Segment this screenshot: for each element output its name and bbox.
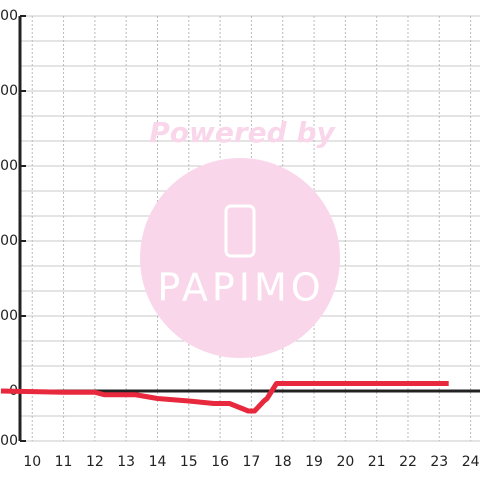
x-tick-label: 14 <box>149 454 167 470</box>
x-tick-label: 21 <box>368 454 386 470</box>
x-tick-label: 10 <box>23 454 41 470</box>
watermark-text: Powered by <box>149 116 336 149</box>
watermark-brand: PAPIMO <box>157 266 324 310</box>
y-tick-label: 120,000 <box>0 83 18 99</box>
x-tick-label: 13 <box>117 454 135 470</box>
y-tick-label: 60,000 <box>0 233 18 249</box>
x-tick-label: 19 <box>305 454 323 470</box>
watermark-circle <box>140 158 340 358</box>
x-tick-label: 23 <box>430 454 448 470</box>
x-tick-label: 16 <box>211 454 229 470</box>
y-tick-label: 30,000 <box>0 308 18 324</box>
line <box>0 381 449 414</box>
x-tick-label: 24 <box>462 454 480 470</box>
y-tick-label: -20,000 <box>0 433 18 449</box>
x-tick-label: 18 <box>274 454 292 470</box>
x-tick-label: 17 <box>243 454 261 470</box>
y-tick-label: 90,000 <box>0 158 18 174</box>
x-tick-label: 15 <box>180 454 198 470</box>
x-tick-label: 11 <box>55 454 73 470</box>
x-tick-label: 22 <box>399 454 417 470</box>
x-tick-label: 12 <box>86 454 104 470</box>
watermark-icon <box>224 204 256 258</box>
x-tick-label: 20 <box>336 454 354 470</box>
y-tick-label: 150,000 <box>0 8 18 24</box>
